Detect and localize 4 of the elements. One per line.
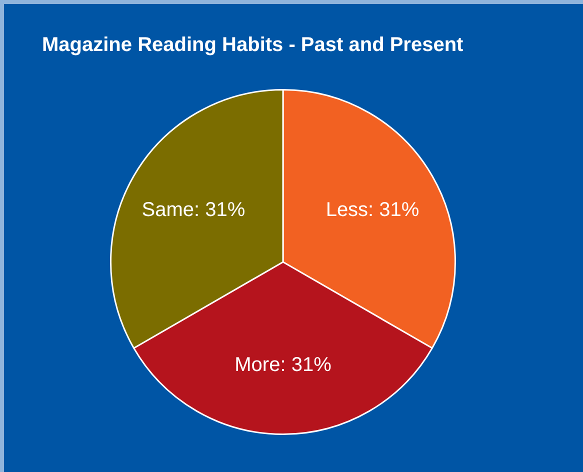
chart-title: Magazine Reading Habits - Past and Present — [42, 34, 464, 57]
slice-label: Less: 31% — [326, 198, 420, 221]
slice-label: More: 31% — [234, 354, 332, 376]
slice-label: Same: 31% — [142, 198, 246, 221]
